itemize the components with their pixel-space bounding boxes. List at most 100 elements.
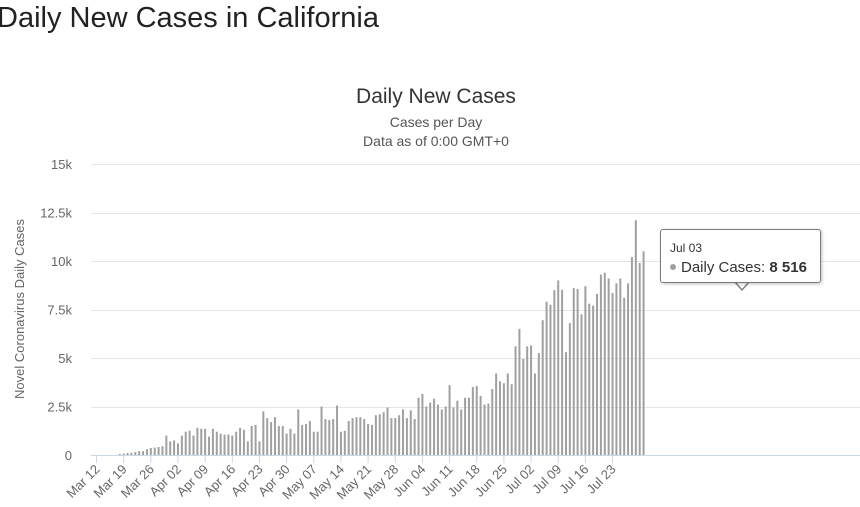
bar[interactable] — [149, 448, 152, 455]
bar[interactable] — [370, 424, 373, 455]
bar[interactable] — [572, 288, 575, 455]
bar[interactable] — [273, 417, 276, 455]
bar[interactable] — [452, 407, 455, 455]
bar[interactable] — [456, 400, 459, 455]
bar[interactable] — [258, 441, 261, 455]
bar[interactable] — [308, 421, 311, 455]
bar[interactable] — [169, 441, 172, 455]
bar[interactable] — [471, 387, 474, 455]
bar[interactable] — [382, 412, 385, 455]
bar[interactable] — [138, 451, 141, 455]
bar[interactable] — [227, 434, 230, 455]
bar[interactable] — [250, 425, 253, 455]
bar[interactable] — [580, 314, 583, 455]
bar[interactable] — [355, 417, 358, 455]
bar[interactable] — [301, 424, 304, 455]
bar[interactable] — [378, 414, 381, 455]
bar[interactable] — [312, 431, 315, 455]
bar[interactable] — [545, 301, 548, 455]
bar[interactable] — [564, 352, 567, 455]
bar[interactable] — [270, 422, 273, 455]
bar[interactable] — [499, 381, 502, 455]
bar[interactable] — [421, 393, 424, 455]
bar[interactable] — [518, 328, 521, 455]
bar[interactable] — [402, 409, 405, 455]
bar[interactable] — [339, 431, 342, 455]
bar[interactable] — [134, 452, 137, 455]
bar[interactable] — [118, 454, 121, 455]
bar[interactable] — [200, 428, 203, 455]
bar[interactable] — [557, 280, 560, 455]
bar[interactable] — [599, 274, 602, 455]
bar[interactable] — [305, 423, 308, 455]
bar[interactable] — [522, 358, 525, 455]
bar[interactable] — [464, 397, 467, 455]
bar[interactable] — [433, 398, 436, 455]
bar[interactable] — [533, 373, 536, 455]
bar[interactable] — [615, 283, 618, 455]
bar[interactable] — [153, 447, 156, 455]
bar[interactable] — [576, 289, 579, 455]
bar[interactable] — [239, 427, 242, 455]
bar[interactable] — [328, 420, 331, 455]
bar[interactable] — [367, 423, 370, 455]
bar[interactable] — [231, 435, 234, 455]
bar[interactable] — [223, 434, 226, 455]
bar[interactable] — [188, 430, 191, 455]
bar[interactable] — [173, 440, 176, 455]
bar[interactable] — [386, 407, 389, 455]
bar[interactable] — [145, 449, 148, 455]
bar[interactable] — [157, 447, 160, 455]
bar[interactable] — [165, 435, 168, 455]
bar[interactable] — [634, 220, 637, 455]
bar[interactable] — [196, 427, 199, 455]
bar[interactable] — [122, 453, 125, 455]
bar[interactable] — [436, 404, 439, 455]
bar[interactable] — [374, 415, 377, 455]
bar[interactable] — [506, 373, 509, 455]
bar[interactable] — [623, 297, 626, 455]
bar[interactable] — [483, 404, 486, 455]
bar[interactable] — [332, 419, 335, 455]
bar[interactable] — [211, 428, 214, 455]
bar[interactable] — [405, 418, 408, 455]
bar[interactable] — [394, 418, 397, 455]
bar[interactable] — [320, 406, 323, 456]
bar[interactable] — [502, 383, 505, 455]
bar[interactable] — [363, 419, 366, 455]
bar[interactable] — [487, 403, 490, 455]
bar[interactable] — [204, 428, 207, 455]
bar[interactable] — [215, 431, 218, 455]
bar[interactable] — [142, 451, 145, 455]
bar[interactable] — [359, 417, 362, 455]
bar[interactable] — [549, 304, 552, 455]
bar[interactable] — [460, 409, 463, 455]
bar[interactable] — [541, 320, 544, 455]
bar[interactable] — [262, 411, 265, 455]
bar[interactable] — [444, 406, 447, 456]
bar[interactable] — [467, 397, 470, 455]
bar[interactable] — [285, 433, 288, 455]
bar[interactable] — [627, 283, 630, 455]
bar[interactable] — [448, 385, 451, 455]
bar[interactable] — [289, 428, 292, 455]
bar[interactable] — [514, 346, 517, 455]
bar[interactable] — [588, 303, 591, 455]
bar[interactable] — [568, 323, 571, 455]
bar[interactable] — [180, 435, 183, 455]
bar[interactable] — [607, 278, 610, 455]
bar[interactable] — [126, 453, 129, 455]
bar[interactable] — [592, 305, 595, 455]
bar[interactable] — [219, 433, 222, 455]
bar[interactable] — [619, 278, 622, 455]
bar[interactable] — [425, 406, 428, 456]
bar[interactable] — [347, 421, 350, 455]
bar[interactable] — [281, 425, 284, 455]
bar[interactable] — [409, 410, 412, 455]
bar[interactable] — [526, 346, 529, 455]
bar[interactable] — [176, 443, 179, 455]
bar[interactable] — [130, 452, 133, 455]
bar[interactable] — [440, 409, 443, 455]
bar[interactable] — [254, 424, 257, 455]
bar[interactable] — [611, 293, 614, 455]
